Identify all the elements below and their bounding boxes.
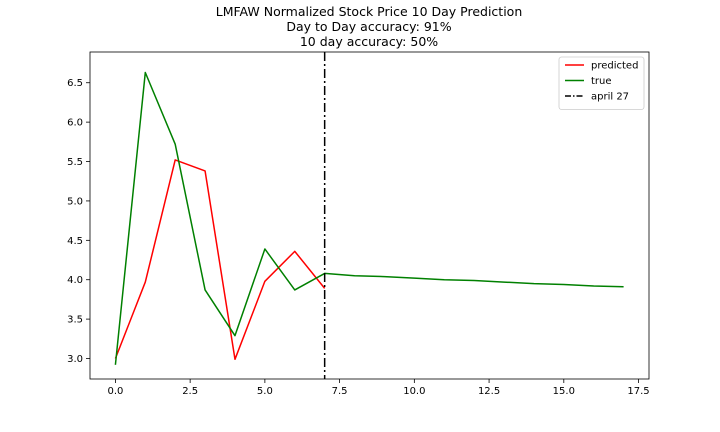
y-tick-label: 4.0	[67, 275, 83, 286]
x-tick-label: 17.5	[627, 386, 649, 397]
series-line-true	[114, 71, 624, 365]
plot-frame	[89, 51, 650, 380]
chart-title-line-3: 10 day accuracy: 50%	[300, 34, 438, 49]
y-axis: 3.0 3.5 4.0 4.5 5.0 5.5 6.0 6.5	[67, 78, 90, 365]
y-tick-label: 6.0	[67, 118, 83, 129]
x-tick-label: 7.5	[332, 386, 348, 397]
x-tick-label: 0.0	[107, 386, 123, 397]
x-tick-label: 10.0	[403, 386, 425, 397]
y-tick-label: 4.5	[67, 236, 83, 247]
chart-title-line-2: Day to Day accuracy: 91%	[286, 19, 451, 34]
legend: predicted true april 27	[558, 56, 645, 110]
chart-title-line-1: LMFAW Normalized Stock Price 10 Day Pred…	[216, 4, 523, 19]
x-tick-label: 15.0	[553, 386, 575, 397]
y-tick-label: 3.5	[67, 315, 83, 326]
series-layer	[114, 52, 624, 379]
x-tick-label: 5.0	[257, 386, 273, 397]
legend-label-true: true	[591, 76, 612, 87]
x-axis: 0.0 2.5 5.0 7.5 10.0 12.5 15.0 17.5	[107, 379, 650, 397]
y-tick-label: 5.0	[67, 196, 83, 207]
legend-label-april-27: april 27	[591, 92, 629, 103]
x-tick-label: 12.5	[478, 386, 500, 397]
y-tick-label: 6.5	[67, 78, 83, 89]
y-tick-label: 3.0	[67, 354, 83, 365]
plot-area	[89, 51, 650, 380]
legend-label-predicted: predicted	[591, 61, 638, 72]
x-tick-label: 2.5	[182, 386, 198, 397]
series-line-predicted	[114, 159, 326, 361]
chart-title: LMFAW Normalized Stock Price 10 Day Pred…	[216, 4, 523, 49]
y-tick-label: 5.5	[67, 157, 83, 168]
